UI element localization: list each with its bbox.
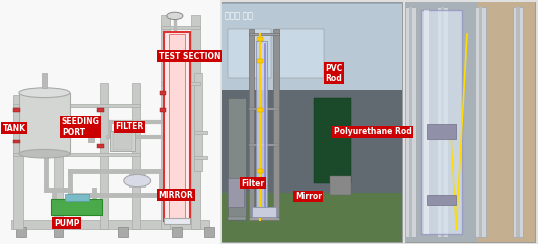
Bar (405, 2, 535, 242)
Bar (228, 178, 244, 207)
Bar (222, 2, 402, 242)
Bar (228, 98, 246, 220)
Bar (83, 121, 97, 137)
Bar (220, 0, 538, 244)
Bar (314, 98, 351, 183)
Bar (222, 4, 402, 95)
Bar (54, 95, 63, 229)
Bar (424, 10, 429, 234)
Bar (427, 124, 456, 139)
Bar (421, 10, 462, 234)
Bar (273, 29, 279, 220)
Text: TEST SECTION: TEST SECTION (159, 52, 220, 61)
Ellipse shape (19, 88, 70, 98)
Bar (249, 108, 279, 110)
Bar (256, 41, 267, 207)
Bar (16, 227, 26, 237)
Text: MIRROR: MIRROR (159, 191, 194, 200)
Bar (13, 95, 23, 229)
Bar (516, 7, 520, 237)
Bar (161, 82, 200, 85)
Bar (222, 90, 402, 193)
Bar (441, 7, 444, 237)
Bar (97, 108, 104, 112)
Bar (257, 169, 263, 173)
Bar (65, 194, 89, 201)
Bar (67, 128, 77, 134)
Text: TANK: TANK (3, 124, 26, 132)
Bar (100, 83, 108, 229)
Bar (257, 37, 263, 41)
Bar (132, 83, 140, 229)
Bar (118, 227, 128, 237)
Bar (276, 29, 324, 78)
Bar (194, 156, 207, 159)
Bar (249, 33, 279, 35)
Bar (54, 227, 63, 237)
Bar (164, 32, 190, 221)
Bar (194, 73, 202, 171)
Bar (409, 7, 412, 237)
Ellipse shape (19, 149, 70, 158)
Text: Polyurethane Rod: Polyurethane Rod (334, 127, 412, 136)
Text: PUMP: PUMP (54, 219, 79, 228)
Text: Filter: Filter (241, 179, 264, 187)
Bar (330, 176, 351, 195)
Text: PVC
Rod: PVC Rod (325, 63, 343, 83)
Bar (475, 7, 486, 237)
Bar (42, 73, 47, 88)
Bar (13, 104, 140, 107)
Bar (477, 2, 535, 242)
Bar (129, 174, 145, 187)
Bar (257, 213, 263, 217)
Bar (257, 108, 263, 112)
Ellipse shape (84, 119, 97, 123)
Bar (161, 26, 200, 29)
Bar (11, 220, 209, 229)
Bar (479, 7, 482, 237)
Bar (164, 218, 190, 224)
Bar (160, 91, 166, 95)
Bar (0, 0, 220, 244)
Text: Mirror: Mirror (295, 192, 322, 201)
Bar (437, 7, 448, 237)
Bar (88, 135, 94, 142)
Bar (228, 217, 246, 220)
Bar (113, 132, 132, 150)
Bar (222, 188, 402, 242)
Bar (257, 59, 263, 63)
Circle shape (167, 12, 183, 20)
Bar (51, 199, 102, 215)
Bar (172, 227, 182, 237)
Bar (160, 108, 166, 112)
Bar (405, 7, 416, 237)
Text: FILTER: FILTER (116, 122, 144, 131)
Bar (19, 93, 70, 154)
Bar (405, 2, 477, 242)
Bar (161, 15, 170, 229)
Bar (249, 29, 254, 220)
Bar (110, 131, 134, 151)
Text: 테스트 섹션: 테스트 섹션 (225, 11, 253, 20)
Text: SEEDING
PORT: SEEDING PORT (62, 117, 100, 137)
Bar (513, 7, 523, 237)
Bar (252, 207, 276, 217)
Bar (249, 217, 279, 220)
Bar (191, 15, 200, 229)
Bar (13, 140, 20, 143)
Bar (427, 195, 456, 205)
Bar (13, 152, 140, 156)
Bar (169, 34, 185, 220)
Bar (204, 227, 214, 237)
Bar (228, 29, 271, 78)
Circle shape (124, 174, 151, 187)
Bar (97, 144, 104, 148)
Bar (13, 108, 20, 112)
Bar (249, 144, 279, 146)
Bar (194, 131, 207, 134)
